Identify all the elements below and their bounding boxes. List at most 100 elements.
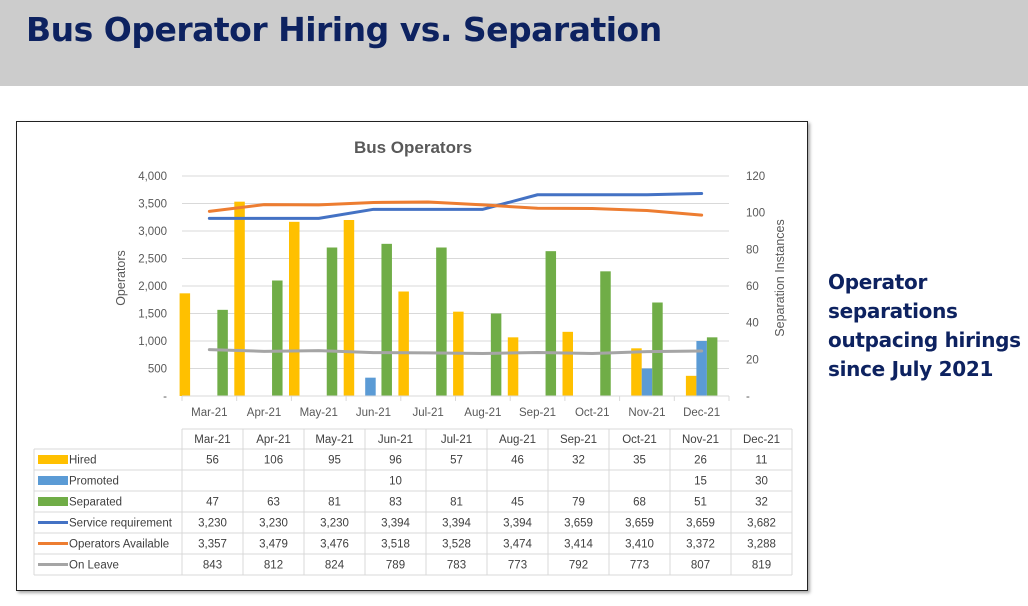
- y2-tick-label: 100: [746, 208, 765, 220]
- table-row-label: Separated: [69, 497, 122, 509]
- y-axis-label: Operators: [114, 250, 128, 306]
- table-cell: 3,394: [442, 518, 471, 530]
- table-cell: 106: [264, 455, 283, 467]
- table-cell: 46: [511, 455, 524, 467]
- table-header-cell: Sep-21: [560, 434, 597, 446]
- table-cell: 819: [752, 560, 771, 572]
- callout-line: separations: [828, 299, 958, 323]
- table-row-label: Service requirement: [69, 518, 173, 530]
- bar-hired: [289, 221, 300, 396]
- y-tick-label: -: [163, 391, 167, 403]
- bar-hired: [398, 291, 409, 396]
- bar-separated: [217, 309, 228, 396]
- table-cell: 63: [267, 497, 280, 509]
- bar-separated: [436, 247, 447, 396]
- table-cell: 11: [756, 455, 768, 467]
- table-header-cell: Jun-21: [378, 434, 413, 446]
- lines: [207, 191, 704, 355]
- table-cell: 68: [633, 497, 646, 509]
- table-cell: 3,357: [198, 539, 227, 551]
- bar-hired: [343, 220, 355, 396]
- y-tick-label: 3,000: [138, 226, 167, 238]
- x-tick-label: Oct-21: [575, 407, 610, 419]
- table-cell: 45: [511, 497, 524, 509]
- line-operators-available: [207, 200, 704, 217]
- x-tick-label: May-21: [300, 407, 338, 419]
- table-cell: 79: [572, 497, 585, 509]
- table-row-label: On Leave: [69, 560, 119, 572]
- bar-promoted: [696, 341, 707, 396]
- y-tick-label: 1,500: [138, 309, 167, 321]
- table-cell: 35: [633, 455, 646, 467]
- x-tick-label: Nov-21: [628, 407, 665, 419]
- x-tick-label: Mar-21: [191, 407, 227, 419]
- bar-hired: [507, 337, 519, 396]
- bar-separated: [706, 337, 718, 396]
- x-tick-label: Sep-21: [519, 407, 556, 419]
- y2-tick-label: 120: [746, 171, 765, 183]
- table-header-cell: Nov-21: [682, 434, 719, 446]
- table-header-cell: May-21: [315, 434, 353, 446]
- table-header-cell: Mar-21: [194, 434, 230, 446]
- table-cell: 51: [694, 497, 707, 509]
- slide-header: Bus Operator Hiring vs. Separation: [0, 0, 1028, 86]
- y2-tick-label: 40: [746, 318, 759, 330]
- x-tick-label: Aug-21: [464, 407, 501, 419]
- table-cell: 3,230: [198, 518, 227, 530]
- table-cell: 783: [447, 560, 466, 572]
- table-header-cell: Oct-21: [622, 434, 657, 446]
- callout-note: Operator separations outpacing hirings s…: [828, 268, 1028, 384]
- table-cell: 3,288: [747, 539, 776, 551]
- table-cell: 3,659: [625, 518, 654, 530]
- y-tick-label: 4,000: [138, 171, 167, 183]
- y-tick-label: 2,500: [138, 254, 167, 266]
- table-header-cell: Aug-21: [499, 434, 536, 446]
- table-cell: 3,659: [686, 518, 715, 530]
- bar-separated: [381, 243, 392, 396]
- table-cell: 32: [755, 497, 768, 509]
- legend-swatch-promoted: [38, 476, 68, 485]
- bar-hired: [685, 375, 697, 396]
- y2-axis-label: Separation Instances: [773, 219, 787, 336]
- y2-tick-label: 80: [746, 244, 759, 256]
- table-cell: 83: [389, 497, 402, 509]
- table-cell: 843: [203, 560, 222, 572]
- table-cell: 3,394: [381, 518, 410, 530]
- table-cell: 3,394: [503, 518, 532, 530]
- table-cell: 3,682: [747, 518, 776, 530]
- bars: [179, 201, 718, 396]
- axes: 4,000 3,500 3,000 2,500 2,000 1,500 1,000 500 - 1…: [138, 171, 765, 419]
- table-cell: 30: [755, 476, 768, 488]
- table-cell: 56: [206, 455, 219, 467]
- table-cell: 773: [630, 560, 649, 572]
- bar-hired: [631, 348, 642, 396]
- table-row-label: Promoted: [69, 476, 119, 488]
- table-cell: 789: [386, 560, 405, 572]
- table-header-cell: Dec-21: [743, 434, 780, 446]
- table-cell: 3,528: [442, 539, 471, 551]
- table-header-cell: Apr-21: [256, 434, 291, 446]
- table-cell: 81: [450, 497, 463, 509]
- bar-hired: [562, 331, 573, 396]
- table-cell: 792: [569, 560, 588, 572]
- table-cell: 773: [508, 560, 527, 572]
- legend-swatch-separated: [38, 497, 68, 506]
- table-cell: 3,659: [564, 518, 593, 530]
- line-service-requirement: [207, 191, 704, 220]
- bar-separated: [326, 247, 338, 396]
- table-cell: 3,410: [625, 539, 654, 551]
- table-cell: 10: [389, 476, 402, 488]
- table-cell: 47: [206, 497, 219, 509]
- line-on-leave: [207, 348, 704, 355]
- table-cell: 95: [328, 455, 341, 467]
- x-tick-label: Dec-21: [683, 407, 720, 419]
- table-row-label: Operators Available: [69, 539, 169, 551]
- bar-promoted: [641, 368, 653, 396]
- callout-line: outpacing hirings: [828, 328, 1021, 352]
- y2-tick-label: 60: [746, 281, 759, 293]
- table-cell: 3,372: [686, 539, 715, 551]
- chart-frame: 4,000 3,500 3,000 2,500 2,000 1,500 1,000 500 - 1…: [16, 121, 808, 591]
- bar-separated: [545, 251, 557, 396]
- bar-hired: [179, 293, 191, 396]
- y2-tick-label: -: [746, 391, 750, 403]
